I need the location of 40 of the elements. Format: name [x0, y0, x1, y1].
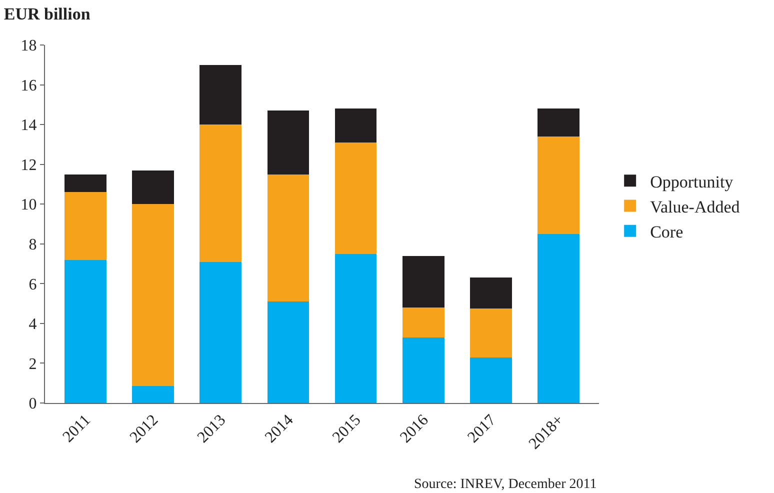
bar — [64, 174, 106, 192]
bar — [132, 386, 174, 403]
bar — [334, 142, 377, 254]
bar — [334, 108, 377, 142]
bar — [538, 234, 580, 403]
legend-label: Value-Added — [650, 197, 740, 216]
source-note: Source: INREV, December 2011 — [414, 477, 597, 492]
x-tick-label: 2011 — [60, 412, 94, 446]
bar — [470, 278, 512, 309]
legend-label: Core — [650, 222, 684, 242]
y-tick-label: 2 — [28, 356, 37, 373]
bar — [470, 308, 512, 358]
chart-title: EUR billion — [4, 4, 91, 24]
bar — [334, 254, 377, 403]
y-tick-label: 18 — [20, 38, 37, 55]
bar — [200, 262, 242, 403]
y-tick-label: 12 — [20, 156, 37, 174]
bar — [402, 256, 444, 308]
y-tick-label: 10 — [20, 196, 37, 214]
y-tick-label: 4 — [28, 316, 37, 334]
y-tick-label: 14 — [20, 117, 37, 134]
bar — [470, 357, 512, 403]
y-tick-label: 8 — [28, 236, 37, 254]
bar — [267, 110, 310, 174]
bar — [64, 260, 106, 403]
bar — [538, 136, 580, 234]
bar — [200, 124, 242, 262]
legend-label: Opportunity — [650, 172, 734, 192]
bar — [267, 302, 310, 403]
bar — [64, 192, 106, 260]
bar — [402, 308, 444, 338]
bar — [200, 64, 242, 125]
bar — [402, 337, 444, 403]
y-tick-label: 6 — [28, 276, 37, 294]
bar — [132, 170, 174, 204]
bar — [538, 108, 580, 136]
bar — [132, 204, 174, 386]
bar — [267, 174, 310, 302]
y-tick-label: 16 — [20, 77, 37, 94]
y-tick-label: 0 — [28, 396, 37, 413]
